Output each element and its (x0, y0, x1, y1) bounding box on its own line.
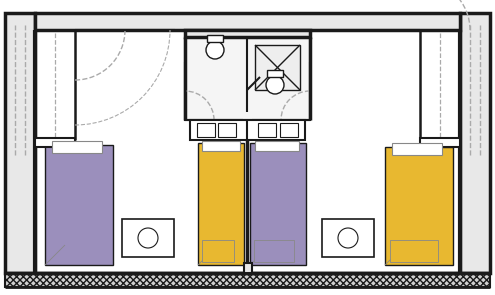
Bar (35, 13, 460, 30)
Bar (207, 35, 223, 42)
Circle shape (266, 76, 284, 94)
Bar (267, 70, 283, 77)
Bar (202, 141, 240, 151)
Bar (198, 143, 244, 265)
Bar (258, 123, 276, 137)
Bar (322, 219, 374, 257)
Circle shape (338, 228, 358, 248)
Bar (420, 138, 460, 147)
Bar (35, 138, 75, 147)
Bar (202, 240, 234, 262)
Bar (218, 123, 236, 137)
Bar (255, 45, 300, 90)
Bar (185, 37, 310, 120)
Bar (280, 123, 298, 137)
Bar (460, 13, 490, 273)
Circle shape (138, 228, 158, 248)
Circle shape (206, 41, 224, 59)
Bar (255, 141, 299, 151)
Bar (45, 145, 113, 265)
Bar (122, 219, 174, 257)
Bar (190, 120, 305, 140)
Bar (385, 147, 453, 265)
Bar (392, 143, 442, 155)
Bar (250, 143, 306, 265)
Bar (5, 13, 35, 273)
Bar (254, 240, 294, 262)
Bar (197, 123, 215, 137)
Bar (390, 240, 438, 262)
Bar (244, 263, 252, 273)
Bar (5, 273, 490, 287)
Bar (185, 30, 310, 37)
Bar (52, 141, 102, 153)
